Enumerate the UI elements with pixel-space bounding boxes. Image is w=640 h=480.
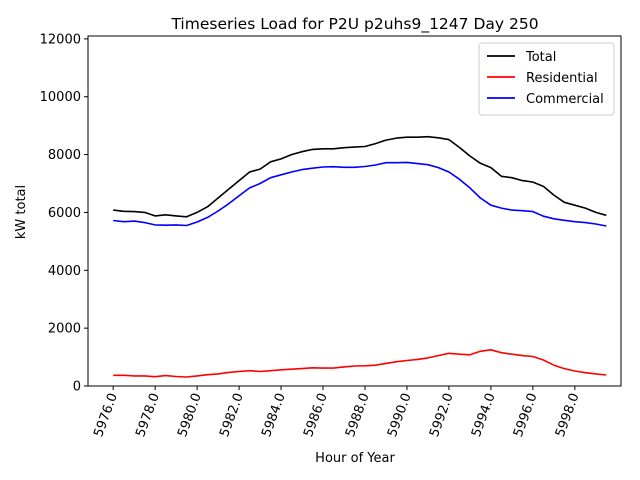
plot-area bbox=[87, 35, 622, 387]
y-tick-label: 4000 bbox=[48, 264, 81, 279]
y-tick-label: 0 bbox=[73, 380, 81, 395]
series-line-residential bbox=[113, 348, 607, 378]
legend-label-residential: Residential bbox=[526, 71, 598, 86]
series-line-total bbox=[113, 135, 607, 218]
y-axis-label: kW total bbox=[14, 185, 29, 239]
y-tick-label: 6000 bbox=[48, 206, 81, 221]
series-line-commercial bbox=[113, 161, 607, 227]
y-tick-label: 8000 bbox=[48, 148, 81, 163]
legend-box bbox=[478, 42, 615, 116]
y-axis: 0 2000 4000 6000 8000 10000 12000 bbox=[40, 32, 88, 395]
chart-title: Timeseries Load for P2U p2uhs9_1247 Day … bbox=[170, 15, 538, 34]
x-axis-label: Hour of Year bbox=[315, 451, 395, 466]
y-tick-label: 10000 bbox=[40, 90, 81, 105]
legend-label-commercial: Commercial bbox=[526, 92, 604, 107]
legend-label-total: Total bbox=[525, 50, 556, 65]
y-tick-label: 2000 bbox=[48, 322, 81, 337]
y-tick-label: 12000 bbox=[40, 32, 81, 47]
plot-frame bbox=[87, 35, 622, 387]
legend: Total Residential Commercial bbox=[478, 42, 615, 116]
series-layer bbox=[113, 135, 607, 378]
